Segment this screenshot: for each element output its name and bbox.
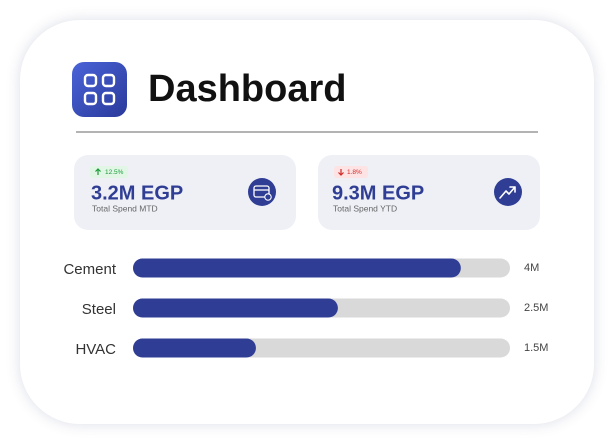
kpi-change: 1.8% bbox=[347, 169, 362, 176]
bar-chart: Cement 4M Steel 2.5M HVAC 1.5M bbox=[63, 258, 548, 358]
category-label: HVAC bbox=[75, 341, 116, 358]
value-label: 1.5M bbox=[524, 342, 548, 354]
value-label: 2.5M bbox=[524, 302, 548, 314]
page-title: Dashboard bbox=[148, 68, 346, 110]
kpi-card: 1.8% 9.3M EGP Total Spend YTD bbox=[318, 155, 540, 230]
bar bbox=[133, 338, 256, 358]
kpi-label: Total Spend MTD bbox=[92, 203, 158, 213]
bar bbox=[133, 258, 461, 278]
app-icon bbox=[72, 62, 127, 117]
category-label: Steel bbox=[82, 301, 116, 318]
kpi-label: Total Spend YTD bbox=[333, 203, 397, 213]
category-label: Cement bbox=[63, 261, 116, 278]
kpi-value: 3.2M EGP bbox=[91, 182, 183, 204]
kpi-value: 9.3M EGP bbox=[332, 182, 424, 204]
kpi-card: 12.5% 3.2M EGP Total Spend MTD bbox=[74, 155, 296, 230]
bar bbox=[133, 298, 338, 318]
value-label: 4M bbox=[524, 262, 539, 274]
kpi-change: 12.5% bbox=[105, 169, 124, 176]
